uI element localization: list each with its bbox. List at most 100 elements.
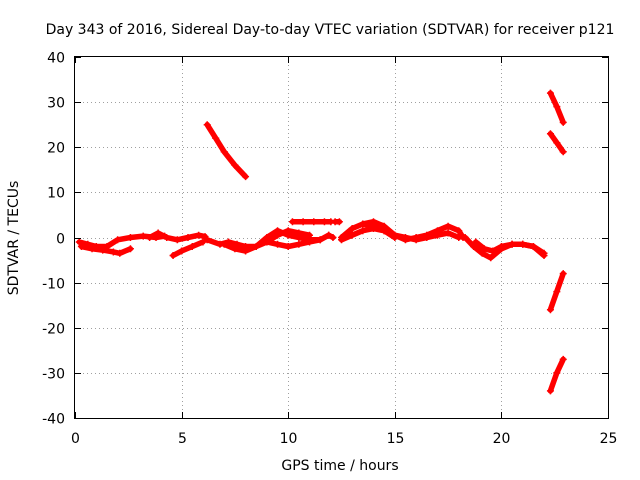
data-point — [99, 246, 107, 254]
data-point — [75, 238, 83, 246]
data-point — [546, 89, 554, 97]
data-point — [412, 236, 420, 244]
data-point — [553, 139, 561, 147]
y-tick-label: -30 — [42, 367, 65, 383]
data-point — [455, 234, 463, 241]
x-tick-label: 20 — [493, 431, 511, 447]
series-trace-8 — [264, 237, 323, 250]
data-point — [295, 240, 303, 248]
data-point — [546, 306, 554, 314]
data-point — [274, 240, 282, 248]
data-point — [263, 238, 271, 246]
data-point — [338, 236, 345, 244]
data-point — [188, 243, 196, 251]
data-point — [380, 222, 388, 230]
data-point — [252, 243, 260, 251]
y-tick-label: -40 — [42, 412, 65, 428]
data-point — [444, 222, 452, 230]
data-point — [284, 243, 292, 251]
data-point — [359, 220, 367, 228]
data-point — [444, 229, 452, 237]
data-point — [114, 236, 122, 244]
data-point — [423, 234, 431, 241]
data-point — [163, 234, 171, 241]
x-tick-label: 5 — [178, 431, 187, 447]
data-point — [553, 103, 561, 111]
data-point — [109, 248, 117, 256]
data-point — [489, 247, 497, 255]
data-point — [169, 252, 177, 260]
data-point — [203, 236, 211, 244]
plot-frame — [74, 56, 609, 419]
data-point — [146, 234, 154, 241]
data-point — [470, 243, 478, 251]
data-point — [559, 148, 567, 156]
data-point — [220, 148, 228, 156]
data-point — [284, 227, 292, 235]
chart-title: Day 343 of 2016, Sidereal Day-to-day VTE… — [46, 22, 615, 38]
x-tick-label: 15 — [387, 431, 405, 447]
data-point — [220, 240, 228, 248]
data-point — [478, 249, 486, 257]
y-tick-label: 10 — [47, 186, 65, 202]
data-point — [433, 231, 441, 239]
data-point — [199, 238, 207, 246]
series-trace-4 — [170, 239, 206, 259]
data-point — [242, 173, 250, 181]
data-point — [461, 234, 469, 241]
data-point — [455, 227, 463, 235]
data-point — [310, 218, 318, 226]
data-point — [288, 218, 296, 226]
data-point — [274, 231, 282, 239]
y-axis-label: SDTVAR / TECUs — [6, 181, 22, 296]
data-point — [529, 243, 537, 251]
data-point — [559, 355, 567, 363]
y-tick-label: 30 — [47, 96, 65, 112]
data-point — [178, 247, 186, 255]
data-point — [391, 231, 399, 239]
data-point — [126, 245, 134, 253]
data-point — [320, 218, 328, 226]
x-tick-label: 0 — [71, 431, 80, 447]
data-point — [348, 224, 356, 232]
y-tick-label: 40 — [47, 51, 65, 67]
data-point — [242, 247, 250, 255]
data-point — [306, 231, 314, 239]
data-point — [203, 121, 211, 129]
data-point — [329, 234, 337, 241]
data-point — [369, 218, 377, 226]
data-point — [295, 229, 303, 237]
y-tick-label: 0 — [56, 232, 65, 248]
data-point — [299, 218, 307, 226]
data-point — [546, 130, 554, 138]
data-point — [195, 231, 203, 239]
data-point — [325, 231, 333, 239]
x-axis-label: GPS time / hours — [281, 458, 398, 474]
data-point — [559, 118, 567, 126]
data-point — [212, 134, 220, 142]
y-tick-label: 20 — [47, 141, 65, 157]
data-point — [306, 238, 314, 246]
data-point — [335, 218, 343, 226]
data-point — [553, 288, 561, 296]
data-point — [316, 236, 324, 244]
data-point — [472, 238, 480, 246]
series-trace-14 — [360, 218, 462, 243]
series-trace-5 — [204, 121, 249, 180]
data-point — [77, 243, 85, 251]
data-point — [231, 245, 239, 253]
data-point — [546, 387, 554, 395]
data-point — [184, 234, 192, 241]
data-point — [359, 227, 367, 235]
data-point — [508, 240, 516, 248]
data-point — [487, 254, 495, 262]
x-tick-label: 10 — [280, 431, 298, 447]
data-point — [126, 234, 134, 241]
data-point — [88, 245, 96, 253]
data-point — [139, 232, 147, 240]
data-point — [480, 245, 488, 253]
data-point — [401, 234, 409, 241]
data-point — [231, 161, 239, 169]
y-tick-label: -20 — [42, 322, 65, 338]
